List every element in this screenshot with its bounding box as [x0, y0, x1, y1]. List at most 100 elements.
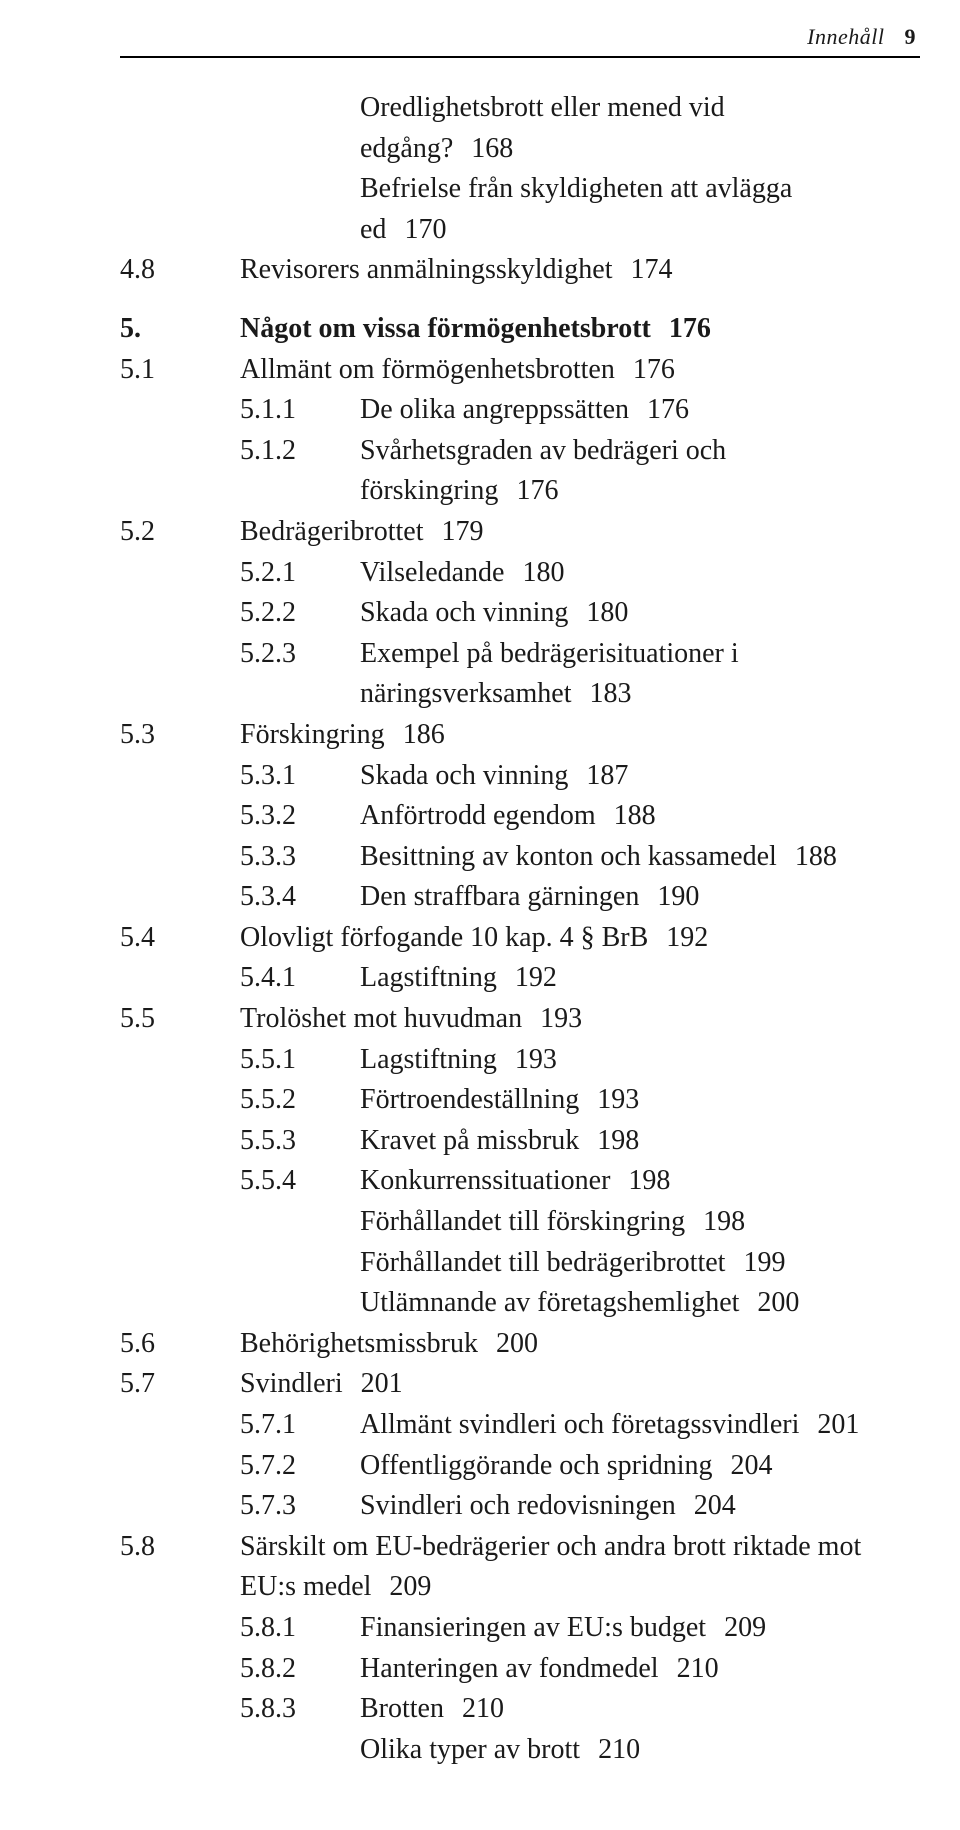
toc-entry-title: Vilseledande [360, 557, 504, 588]
toc-entry: 5.5.3Kravet på missbruk198 [240, 1121, 920, 1162]
toc-entry: 5.3.3Besittning av konton och kassamedel… [240, 837, 920, 878]
toc-entry-text: näringsverksamhet183 [360, 674, 920, 715]
toc-entry-page: 176 [633, 354, 675, 385]
toc-entry-text: förskingring176 [360, 471, 920, 512]
toc-entry-text: Brotten210 [360, 1689, 920, 1730]
toc-entry-text: Skada och vinning 180 [360, 593, 920, 634]
toc-entry-page: 168 [471, 133, 513, 164]
toc-entry: 5.5.4Konkurrenssituationer 198 [240, 1161, 920, 1202]
toc-entry-text: Hanteringen av fondmedel210 [360, 1649, 920, 1690]
toc-entry-text: Svårhetsgraden av bedrägeri och [360, 431, 920, 472]
toc-entry-number: 5.6 [120, 1324, 240, 1365]
toc-entry: 5.3.1Skada och vinning187 [240, 756, 920, 797]
toc-entry-number: 5.1.1 [240, 390, 360, 431]
toc-entry-title: Revisorers anmälningsskyldighet [240, 254, 613, 285]
toc-entry-text: Offentliggörande och spridning204 [360, 1446, 920, 1487]
toc-entry: Oredlighetsbrott eller mened vid [240, 88, 920, 129]
toc-entry-page: 199 [743, 1247, 785, 1278]
toc-entry: 5.6Behörighetsmissbruk200 [120, 1324, 920, 1365]
toc-entry-title: Förtroendeställning [360, 1084, 579, 1115]
toc-entry-text: Revisorers anmälningsskyldighet174 [240, 250, 920, 291]
toc-entry-page: 210 [598, 1734, 640, 1765]
running-head-label: Innehåll [807, 24, 884, 49]
toc-entry-page: 180 [522, 557, 564, 588]
toc-entry-page: 179 [441, 516, 483, 547]
toc-entry-title: Oredlighetsbrott eller mened vid [360, 92, 725, 123]
toc-entry-title: Lagstiftning [360, 962, 497, 993]
toc-entry-page: 193 [515, 1044, 557, 1075]
toc-entry-page: 192 [515, 962, 557, 993]
toc-entry-page: 204 [731, 1450, 773, 1481]
toc-entry-title: Hanteringen av fondmedel [360, 1653, 659, 1684]
toc-entry-text: Anförtrodd egendom188 [360, 796, 920, 837]
toc-entry-text: Olovligt förfogande 10 kap. 4 § BrB192 [240, 918, 920, 959]
toc-entry-title: Brotten [360, 1693, 444, 1724]
section-gap [120, 291, 920, 309]
toc-entry-text: Allmänt om förmögenhetsbrotten 176 [240, 350, 920, 391]
toc-entry-page: 176 [669, 313, 711, 344]
toc-entry-title: De olika angreppssätten [360, 394, 629, 425]
toc-entry-title: Skada och vinning [360, 760, 568, 791]
toc-entry-title: Förskingring [240, 719, 385, 750]
toc-entry-number: 5. [120, 309, 240, 350]
toc-entry-text: Svindleri och redovisningen204 [360, 1486, 920, 1527]
toc-entry: Förhållandet till bedrägeribrottet199 [240, 1243, 920, 1284]
running-head-page-number: 9 [905, 24, 917, 49]
toc-entry-page: 176 [647, 394, 689, 425]
toc-entry-title: Kravet på missbruk [360, 1125, 579, 1156]
toc-entry-number: 5.8.2 [240, 1649, 360, 1690]
toc-entry-number: 5.5.3 [240, 1121, 360, 1162]
toc-entry-page: 200 [757, 1287, 799, 1318]
toc-entry-text: Lagstiftning 193 [360, 1040, 920, 1081]
toc-entry-page: 198 [628, 1165, 670, 1196]
toc-entry-text: Förskingring186 [240, 715, 920, 756]
toc-entry-title: Skada och vinning [360, 597, 568, 628]
toc-entry-number: 5.7.2 [240, 1446, 360, 1487]
toc-entry: Befrielse från skyldigheten att avlägga [240, 169, 920, 210]
toc-entry-text: Förhållandet till bedrägeribrottet199 [360, 1243, 920, 1284]
toc-entry-page: 190 [657, 881, 699, 912]
toc-entry: 5.7.2Offentliggörande och spridning204 [240, 1446, 920, 1487]
toc-entry-number: 5.7.1 [240, 1405, 360, 1446]
toc-entry-title: EU:s medel [240, 1571, 371, 1602]
toc-entry-text: edgång?168 [360, 129, 920, 170]
toc-entry-title: Allmänt om förmögenhetsbrotten [240, 354, 615, 385]
toc-entry-number: 5.5.2 [240, 1080, 360, 1121]
toc-entry-text: Lagstiftning 192 [360, 958, 920, 999]
toc-entry-title: Särskilt om EU-bedrägerier och andra bro… [240, 1531, 861, 1562]
toc-entry-page: 193 [597, 1084, 639, 1115]
toc-entry-text: De olika angreppssätten 176 [360, 390, 920, 431]
toc-entry-number: 5.2.3 [240, 634, 360, 675]
toc-entry: 5.4Olovligt förfogande 10 kap. 4 § BrB19… [120, 918, 920, 959]
toc-entry-number: 5.2.1 [240, 553, 360, 594]
toc-entry: 5.7.1Allmänt svindleri och företagssvind… [240, 1405, 920, 1446]
toc-entry-text: Behörighetsmissbruk200 [240, 1324, 920, 1365]
toc-entry: 5.1.1De olika angreppssätten 176 [240, 390, 920, 431]
toc-entry: 5.3.4Den straffbara gärningen190 [240, 877, 920, 918]
toc-entry-page: 198 [703, 1206, 745, 1237]
toc-entry-title: Konkurrenssituationer [360, 1165, 610, 1196]
toc-entry: 4.8Revisorers anmälningsskyldighet174 [120, 250, 920, 291]
toc-entry-number: 5.5.4 [240, 1161, 360, 1202]
toc-entry-page: 180 [586, 597, 628, 628]
toc-entry-text: Skada och vinning187 [360, 756, 920, 797]
toc-entry: 5.8.1Finansieringen av EU:s budget209 [240, 1608, 920, 1649]
toc-entry-number: 5.4 [120, 918, 240, 959]
toc-entry: edgång?168 [240, 129, 920, 170]
toc-entry-page: 183 [590, 678, 632, 709]
toc-entry-title: Utlämnande av företagshemlighet [360, 1287, 739, 1318]
toc-entry: Olika typer av brott210 [240, 1730, 920, 1771]
toc-entry: näringsverksamhet183 [240, 674, 920, 715]
toc-entry-number: 5.4.1 [240, 958, 360, 999]
toc-entry-title: Olovligt förfogande 10 kap. 4 § BrB [240, 922, 648, 953]
toc-entry-page: 188 [614, 800, 656, 831]
toc-entry-title: förskingring [360, 475, 498, 506]
toc-entry: 5.1Allmänt om förmögenhetsbrotten176 [120, 350, 920, 391]
toc-entry-page: 204 [694, 1490, 736, 1521]
toc-entry-title: Befrielse från skyldigheten att avlägga [360, 173, 792, 204]
toc-entry-text: Svindleri201 [240, 1364, 920, 1405]
toc-entry-title: Trolöshet mot huvudman [240, 1003, 522, 1034]
toc-entry-title: ed [360, 214, 386, 245]
toc-entry-title: Lagstiftning [360, 1044, 497, 1075]
toc-entry-number: 5.8.3 [240, 1689, 360, 1730]
